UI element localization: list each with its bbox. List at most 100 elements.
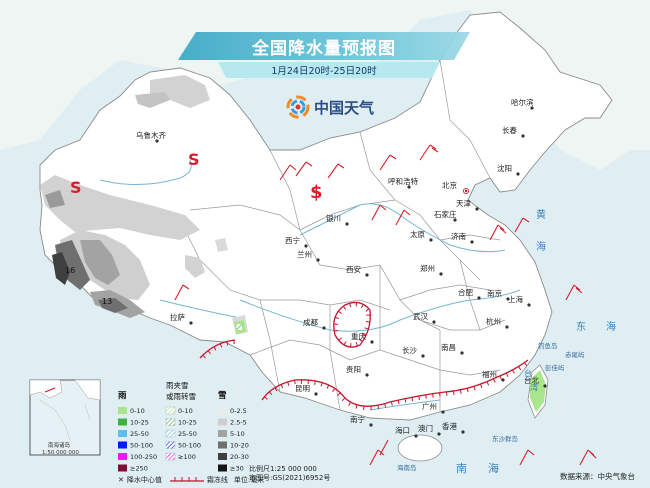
water-label: 海 <box>488 461 499 475</box>
city-label: 南宁 <box>350 414 365 424</box>
province-borders <box>179 59 506 412</box>
legend-label: ≥100 <box>178 453 196 461</box>
hainan-island <box>397 434 443 462</box>
legend-swatch <box>218 430 227 437</box>
city-marker: 武汉 <box>413 311 436 324</box>
city-marker: 乌鲁木齐 <box>136 130 166 143</box>
data-source: 数据来源：中央气象台 <box>560 472 635 481</box>
legend: 雨 雨夹雪 或雨转雪 雪 0-10 10-25 25-50 50-100 100-250… <box>118 380 249 473</box>
city-label: 呼和浩特 <box>388 176 418 186</box>
city-marker: 拉萨 <box>170 312 193 325</box>
city-marker: 福州 <box>482 370 505 382</box>
precip-center-value: 16 <box>65 266 75 275</box>
city-marker: 长沙 <box>402 345 425 358</box>
city-marker: 广州 <box>422 401 445 414</box>
city-marker: 石家庄 <box>434 209 457 222</box>
legend-swatch <box>218 464 227 472</box>
brand-name: 中国天气 <box>314 98 375 117</box>
city-marker: 南宁 <box>350 414 373 427</box>
legend-keys: ✕ 降水中心值 霜冻线 单位:毫米 <box>118 476 265 484</box>
city-label: 福州 <box>482 370 497 379</box>
rain-areas <box>234 320 546 412</box>
legend-label: 50-100 <box>178 442 201 450</box>
island-label: 彭佳屿 <box>545 363 565 372</box>
city-marker: 哈尔滨 <box>511 97 534 110</box>
legend-freezing-line-label: 霜冻线 <box>206 476 228 484</box>
city-marker: 呼和浩特 <box>388 176 418 189</box>
city-label: 沈阳 <box>497 163 512 173</box>
legend-label: 50-100 <box>130 442 153 450</box>
legend-swatch <box>218 441 227 449</box>
legend-snow-title: 雪 <box>218 390 227 401</box>
water-label: 南 <box>456 462 467 475</box>
city-label: 郑州 <box>420 263 435 273</box>
legend-label: 10-20 <box>230 442 249 450</box>
snow-areas <box>40 75 248 335</box>
legend-swatch <box>218 418 227 426</box>
city-label: 武汉 <box>413 311 428 321</box>
city-marker: 昆明 <box>295 384 318 396</box>
legend-sleet-title2: 或雨转雪 <box>166 391 196 401</box>
city-marker: 北京 <box>442 180 469 194</box>
city-marker: 济南 <box>451 231 474 244</box>
legend-label: 0-10 <box>130 407 145 415</box>
map-title: 全国降水量预报图 <box>252 39 396 59</box>
city-marker: 南昌 <box>441 342 464 355</box>
city-marker: 海口 <box>395 425 418 438</box>
island-label: 钓鱼岛 <box>538 341 558 350</box>
brand: 中国天气 <box>286 94 374 120</box>
city-marker: 成都 <box>303 317 326 330</box>
city-marker: 西安 <box>346 264 369 277</box>
map-symbol-s: S <box>188 150 200 169</box>
city-label: 南昌 <box>441 342 456 352</box>
city-label: 乌鲁木齐 <box>136 130 166 140</box>
city-marker: 银川 <box>326 214 349 226</box>
city-label: 拉萨 <box>170 312 185 322</box>
map-symbol-dollar: $ <box>310 182 323 203</box>
legend-swatch <box>165 429 176 438</box>
water-label: 台 <box>524 368 532 378</box>
title-banner: 全国降水量预报图 1月24日20时-25日20时 <box>178 28 470 84</box>
city-label: 长春 <box>502 125 517 135</box>
map-symbol-s: S <box>70 178 82 197</box>
city-label: 台北 <box>524 375 539 385</box>
wind-barbs <box>174 144 597 466</box>
legend-swatch <box>118 464 127 472</box>
city-label: 广州 <box>422 401 437 411</box>
legend-label: ≥30 <box>230 465 244 473</box>
city-label: 西安 <box>346 264 361 274</box>
legend-swatch <box>218 407 227 414</box>
city-label: 杭州 <box>486 316 501 326</box>
legend-swatch <box>118 441 127 449</box>
city-marker: 台北 <box>524 375 547 388</box>
map-subtitle: 1月24日20时-25日20时 <box>271 66 377 77</box>
city-marker: 南京 <box>487 288 510 301</box>
water-label: 东 <box>576 320 586 333</box>
legend-label: 0-2.5 <box>230 407 247 415</box>
city-marker: 西宁 <box>285 235 308 248</box>
legend-label: 10-25 <box>130 419 149 427</box>
legend-swatch <box>165 452 176 461</box>
legend-swatch <box>218 453 227 460</box>
svg-text:南海诸岛: 南海诸岛 <box>48 441 71 449</box>
city-label: 西宁 <box>285 235 300 245</box>
city-label: 兰州 <box>297 249 312 259</box>
brand-logo-icon <box>286 95 310 119</box>
legend-unit: 单位:毫米 <box>233 476 265 484</box>
city-label: 重庆 <box>351 331 366 341</box>
city-label: 北京 <box>442 180 457 190</box>
legend-swatch <box>165 406 176 415</box>
legend-label: 100-250 <box>130 453 157 461</box>
legend-swatch <box>118 430 127 437</box>
banner-shape <box>178 32 470 78</box>
island-label: 海南岛 <box>397 463 417 472</box>
legend-swatch <box>118 407 127 414</box>
legend-label: 25-50 <box>130 430 149 438</box>
legend-label: 10-25 <box>178 419 197 427</box>
island-label: 东沙群岛 <box>492 434 518 443</box>
legend-label: ≥250 <box>130 465 148 473</box>
city-marker: 澳门 <box>418 423 441 436</box>
